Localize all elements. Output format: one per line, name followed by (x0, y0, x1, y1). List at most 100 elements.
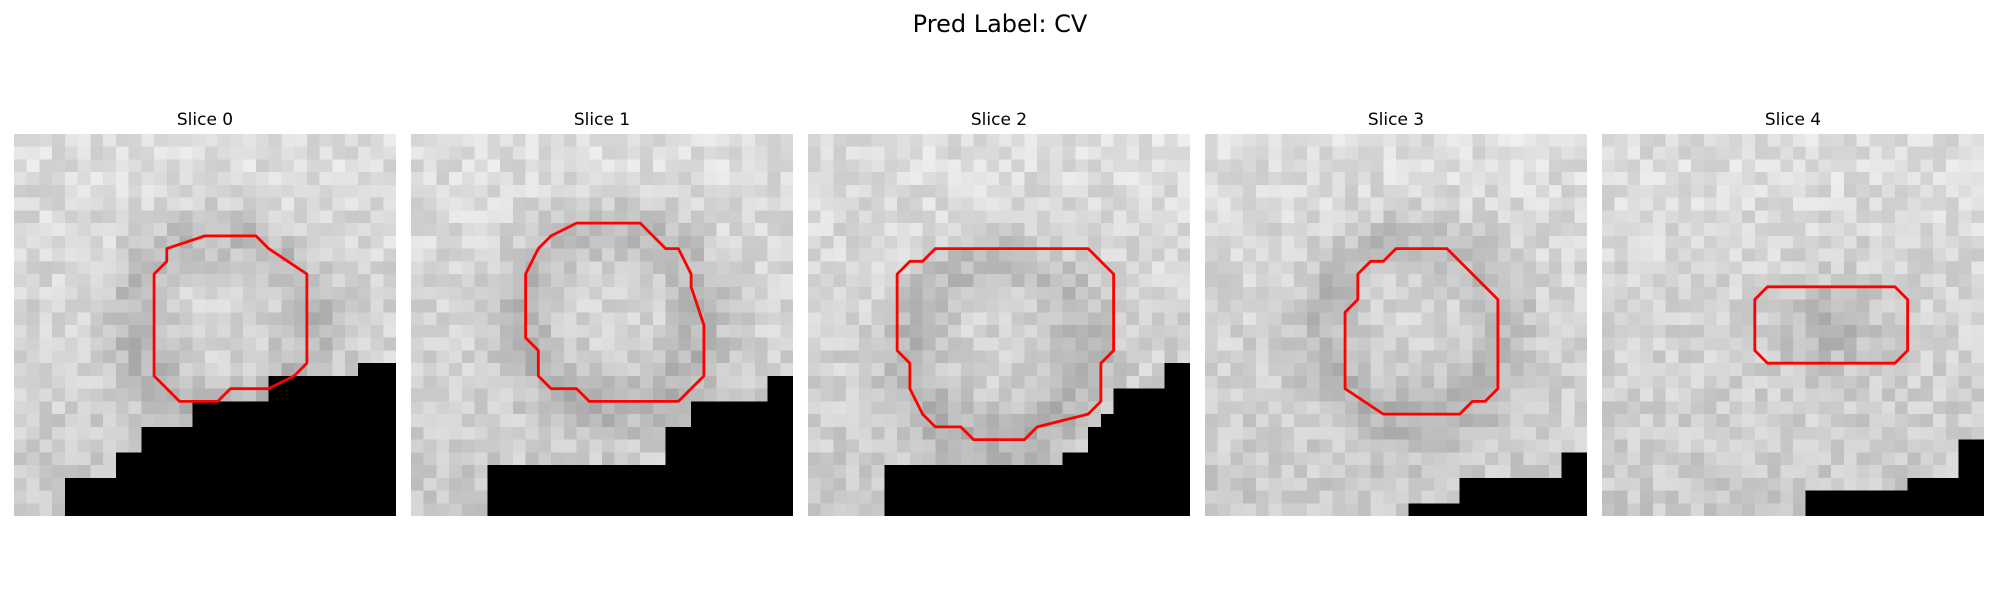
mask-pixel (780, 414, 793, 428)
image-pixel (230, 350, 244, 364)
image-pixel (1780, 184, 1794, 198)
image-pixel (411, 261, 424, 275)
image-pixel (551, 146, 565, 160)
image-pixel (1793, 274, 1806, 288)
image-pixel (1421, 426, 1435, 440)
image-pixel (652, 159, 666, 173)
image-pixel (512, 274, 526, 288)
mask-pixel (729, 452, 743, 466)
image-pixel (1383, 465, 1397, 479)
image-pixel (1294, 134, 1308, 147)
image-pixel (436, 426, 450, 440)
image-pixel (1958, 261, 1972, 275)
image-pixel (909, 261, 923, 275)
image-pixel (935, 146, 949, 160)
image-pixel (461, 146, 475, 160)
image-pixel (1703, 197, 1717, 211)
image-pixel (1945, 261, 1959, 275)
image-pixel (1536, 299, 1550, 313)
image-pixel (1370, 197, 1384, 211)
image-pixel (1894, 477, 1908, 491)
image-pixel (1754, 325, 1768, 338)
image-pixel (77, 325, 91, 338)
image-pixel (1139, 325, 1153, 338)
image-pixel (820, 235, 834, 249)
image-pixel (306, 159, 320, 173)
image-pixel (742, 184, 756, 198)
image-pixel (1523, 134, 1537, 147)
image-pixel (1869, 350, 1883, 364)
image-pixel (551, 274, 565, 288)
image-pixel (1831, 325, 1845, 338)
image-pixel (846, 414, 860, 428)
image-pixel (1319, 261, 1333, 275)
image-pixel (345, 325, 359, 338)
image-pixel (884, 312, 898, 326)
image-pixel (1396, 375, 1409, 389)
image-pixel (754, 235, 768, 249)
mask-pixel (935, 503, 949, 516)
image-pixel (1729, 325, 1743, 338)
image-pixel (1062, 439, 1076, 453)
image-pixel (871, 490, 885, 504)
image-pixel (1255, 452, 1269, 466)
image-pixel (268, 299, 282, 313)
image-pixel (767, 363, 781, 377)
mask-pixel (1113, 477, 1127, 491)
image-pixel (1510, 350, 1524, 364)
image-pixel (1548, 172, 1562, 186)
image-pixel (1805, 414, 1819, 428)
image-pixel (423, 210, 437, 224)
image-pixel (1383, 146, 1397, 160)
image-pixel (627, 350, 641, 364)
image-pixel (512, 426, 526, 440)
image-pixel (500, 223, 514, 237)
image-pixel (1856, 210, 1870, 224)
image-pixel (1139, 375, 1153, 389)
image-pixel (1139, 274, 1153, 288)
image-pixel (255, 134, 269, 147)
image-pixel (1703, 414, 1717, 428)
image-pixel (973, 274, 987, 288)
image-pixel (1894, 414, 1908, 428)
image-pixel (1306, 210, 1320, 224)
mask-pixel (268, 503, 282, 516)
image-pixel (1652, 388, 1666, 402)
mask-pixel (767, 414, 781, 428)
image-pixel (808, 312, 821, 326)
image-pixel (1536, 235, 1550, 249)
image-pixel (1831, 439, 1845, 453)
image-pixel (192, 146, 206, 160)
image-pixel (1408, 312, 1422, 326)
slice-panel-3: Slice 3 (1205, 108, 1587, 516)
image-pixel (652, 439, 666, 453)
image-pixel (487, 286, 501, 300)
image-pixel (973, 197, 987, 211)
image-pixel (1856, 325, 1870, 338)
image-pixel (1869, 274, 1883, 288)
image-pixel (1843, 350, 1857, 364)
image-pixel (26, 235, 40, 249)
image-pixel (986, 159, 1000, 173)
image-pixel (1485, 363, 1499, 377)
image-pixel (1177, 337, 1190, 351)
image-pixel (999, 414, 1012, 428)
image-pixel (1805, 465, 1819, 479)
image-pixel (154, 299, 168, 313)
image-pixel (1907, 197, 1921, 211)
mask-pixel (551, 503, 565, 516)
image-pixel (154, 235, 168, 249)
image-pixel (1933, 134, 1947, 147)
image-pixel (370, 184, 384, 198)
image-pixel (1281, 146, 1295, 160)
image-pixel (423, 197, 437, 211)
image-pixel (846, 286, 860, 300)
image-pixel (205, 159, 218, 173)
image-pixel (1459, 223, 1473, 237)
image-pixel (1780, 465, 1794, 479)
mask-pixel (754, 490, 768, 504)
image-pixel (1485, 312, 1499, 326)
image-pixel (935, 401, 949, 415)
mask-pixel (1497, 503, 1511, 516)
image-pixel (1793, 197, 1806, 211)
